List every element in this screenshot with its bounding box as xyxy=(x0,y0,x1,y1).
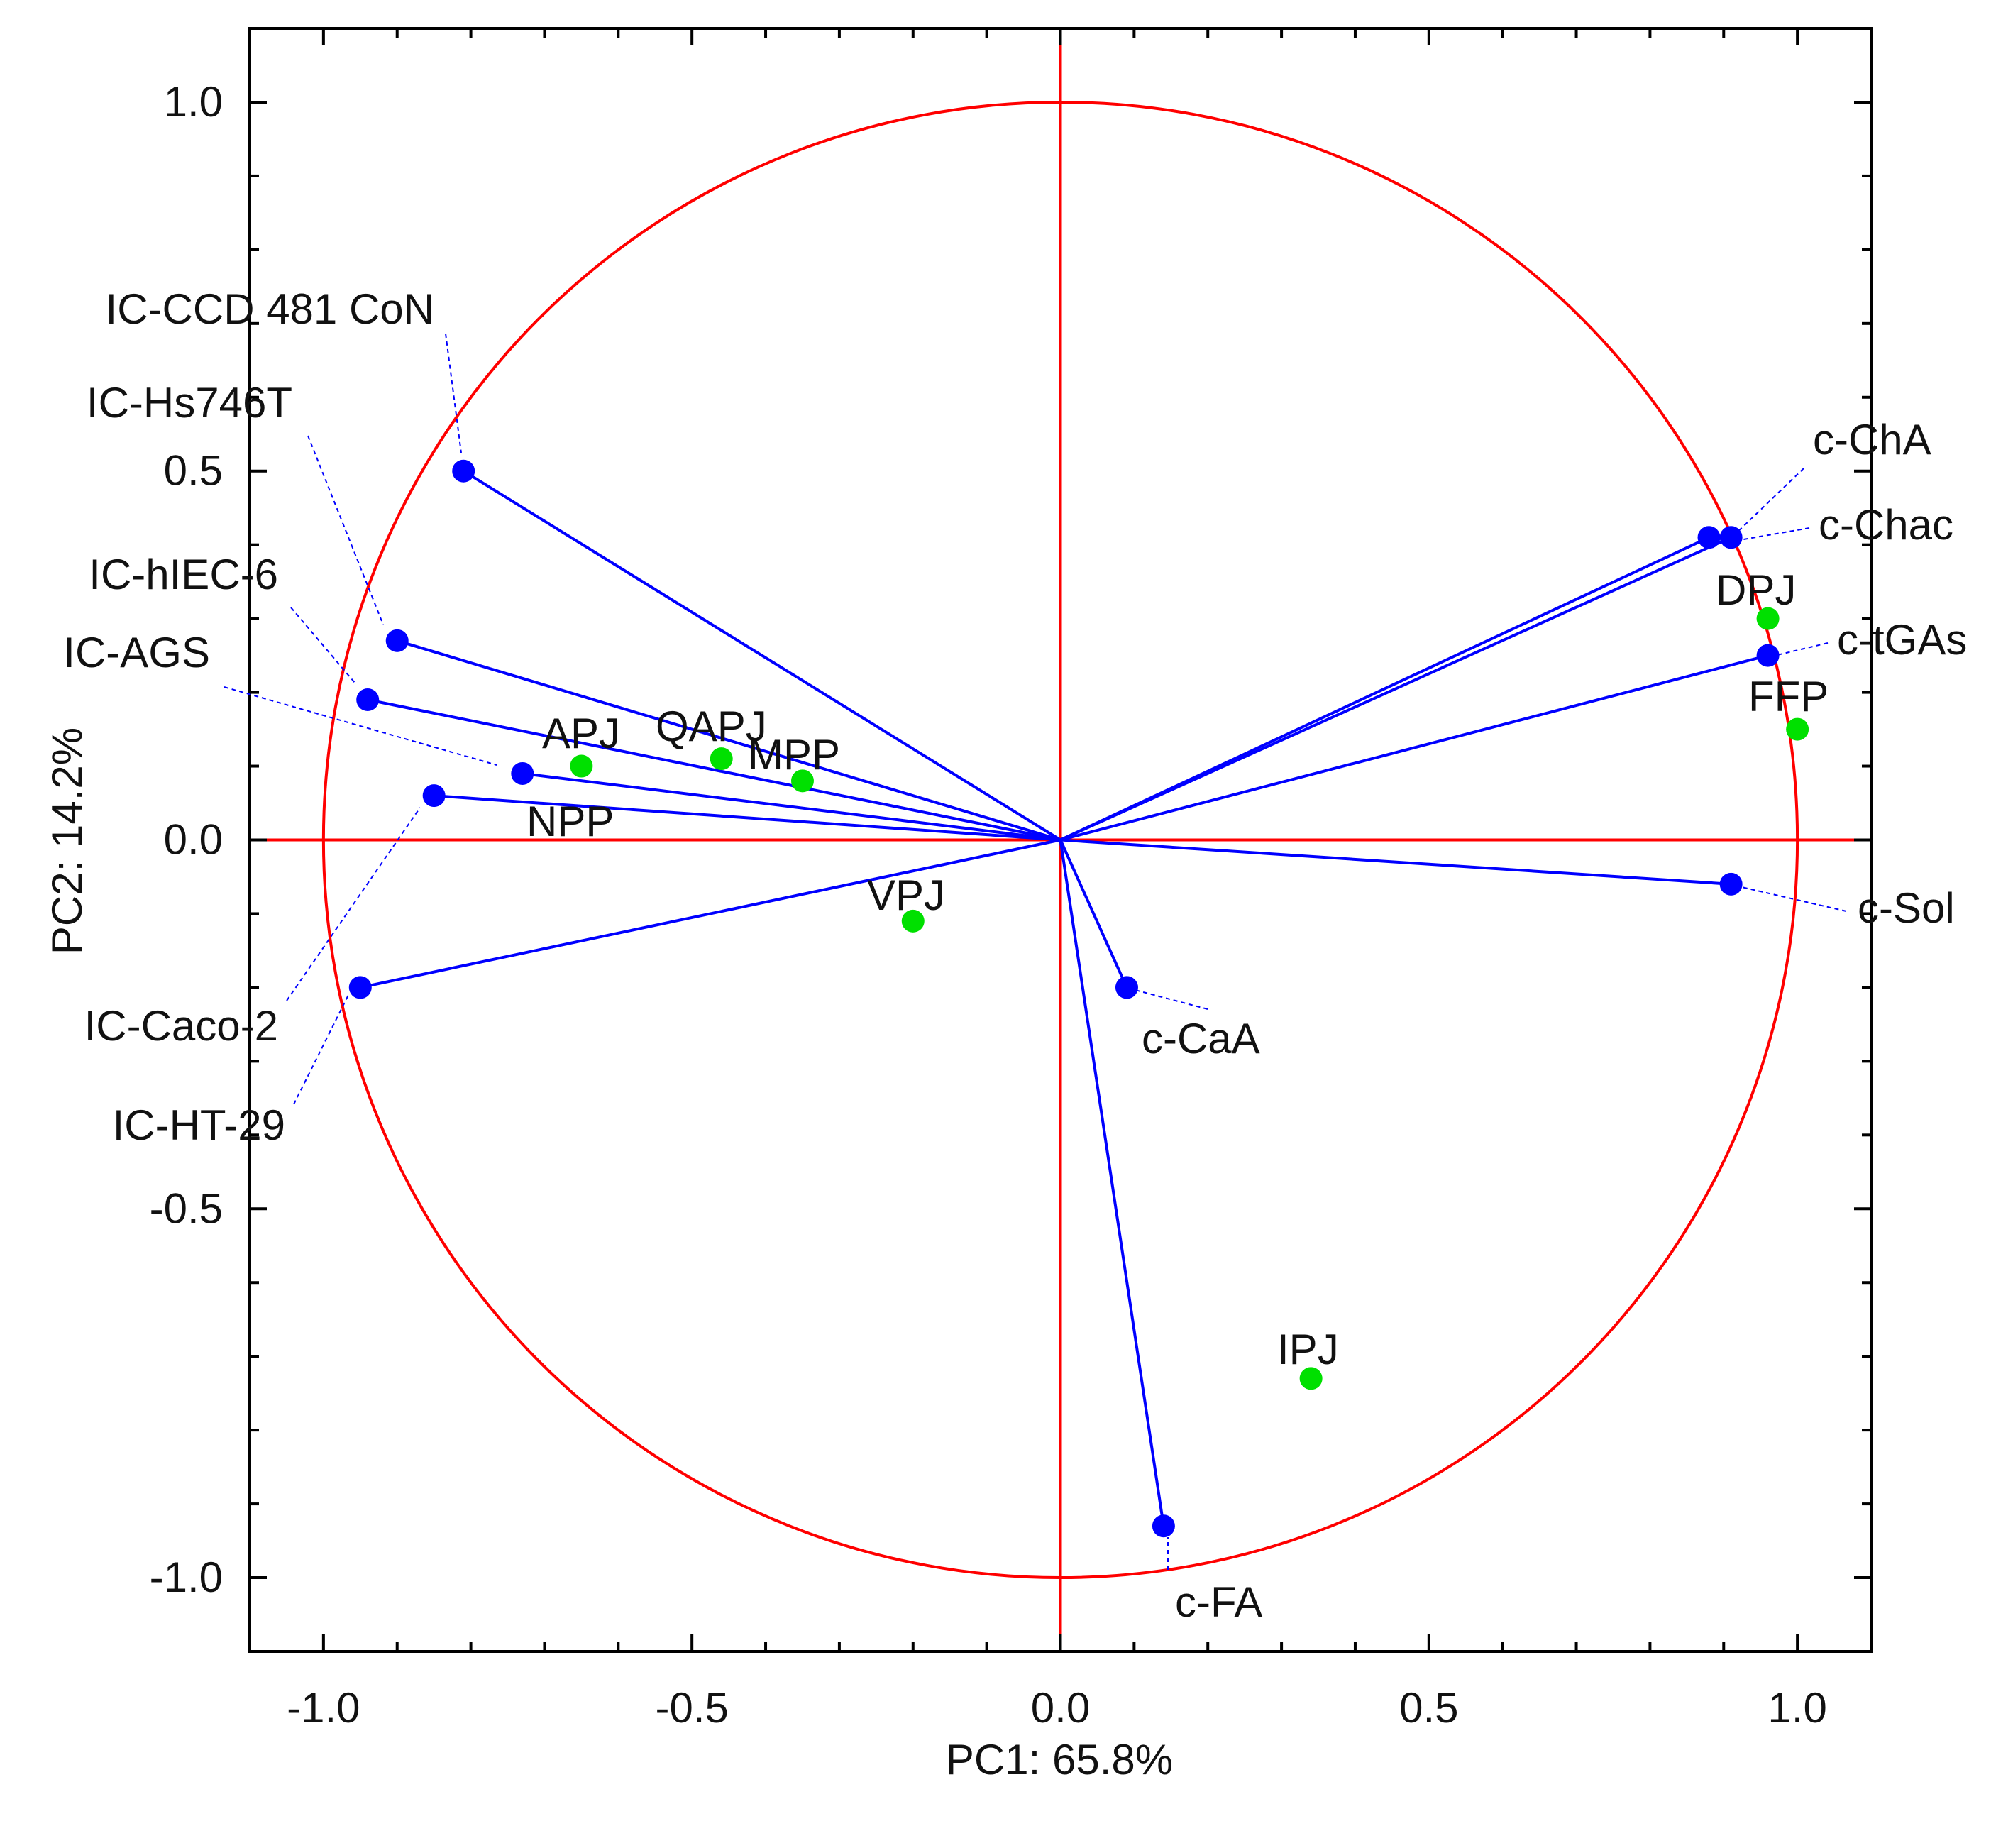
point-label-c-tgas: c-tGAs xyxy=(1837,616,1967,664)
vector-c-chac xyxy=(1059,536,1710,842)
leader-line-ic-hs746t xyxy=(307,435,384,625)
leader-line-ic-ccd-481-con xyxy=(445,333,462,453)
y-tick-label: 0.5 xyxy=(164,447,223,495)
vector-c-fa xyxy=(1059,840,1165,1527)
variable-point-ic-hiec-6 xyxy=(356,688,380,711)
sample-point-apj xyxy=(570,754,593,778)
x-tick-label: 1.0 xyxy=(1767,1684,1826,1732)
point-label-c-fa: c-FA xyxy=(1175,1578,1262,1626)
variable-point-c-chac xyxy=(1697,526,1721,549)
vector-ic-hiec-6 xyxy=(367,698,1061,842)
y-axis-title: PC2: 14.2% xyxy=(43,727,91,955)
x-tick-label: 0.0 xyxy=(1031,1684,1090,1732)
vector-ic-caco-2 xyxy=(434,794,1061,842)
variable-point-ic-ht-29 xyxy=(348,976,372,999)
leader-line-c-sol xyxy=(1735,885,1847,912)
point-label-ffp: FFP xyxy=(1748,673,1829,720)
vector-c-caa xyxy=(1059,839,1128,989)
point-label-ic-ht-29: IC-HT-29 xyxy=(113,1101,285,1149)
vector-ic-hs746t xyxy=(397,639,1061,842)
point-label-c-cha: c-ChA xyxy=(1813,416,1931,463)
point-label-ipj: IPJ xyxy=(1277,1326,1339,1373)
point-label-mpp: MPP xyxy=(748,731,840,779)
variable-point-c-fa xyxy=(1152,1514,1175,1538)
point-label-apj: APJ xyxy=(542,710,620,757)
y-tick-label: 0.0 xyxy=(164,816,223,864)
sample-point-ipj xyxy=(1299,1367,1323,1390)
x-tick-label: 0.5 xyxy=(1399,1684,1458,1732)
point-label-c-caa: c-CaA xyxy=(1142,1015,1260,1062)
y-tick-label: -1.0 xyxy=(150,1553,223,1601)
vectors-layer xyxy=(360,470,1769,1527)
sample-point-vpj xyxy=(901,909,925,933)
variable-point-ic-caco-2 xyxy=(422,784,446,808)
y-tick-label: 1.0 xyxy=(164,78,223,126)
point-label-ic-ccd-481-con: IC-CCD 481 CoN xyxy=(106,285,434,333)
leader-line-c-chac xyxy=(1735,527,1810,541)
variable-point-c-tgas xyxy=(1756,644,1780,667)
sample-point-dpj xyxy=(1756,607,1780,630)
point-label-qapj: QAPJ xyxy=(656,703,767,750)
variable-point-c-cha xyxy=(1719,526,1743,549)
point-label-ic-hiec-6: IC-hIEC-6 xyxy=(89,551,278,598)
vector-c-tgas xyxy=(1059,654,1769,842)
leader-line-c-caa xyxy=(1132,989,1208,1010)
leader-line-ic-caco-2 xyxy=(286,807,421,1001)
leader-line-ic-hiec-6 xyxy=(290,607,355,683)
vector-ic-ags xyxy=(522,771,1061,842)
leader-line-ic-ags xyxy=(224,686,497,766)
variable-point-ic-ags xyxy=(511,761,534,785)
point-label-ic-caco-2: IC-Caco-2 xyxy=(84,1002,278,1050)
labels-layer: IC-CCD 481 CoN IC-Hs746T IC-hIEC-6 IC-AGS IC… xyxy=(63,285,1967,1626)
ticks-layer: -1.0 -0.5 0.0 0.5 1.0 -1.0 -0.5 0.0 0.5 1.0 xyxy=(150,28,1871,1732)
sample-point-ffp xyxy=(1786,717,1809,741)
point-label-c-sol: c-Sol xyxy=(1858,884,1955,932)
vector-c-sol xyxy=(1060,838,1731,886)
leader-lines-layer xyxy=(224,333,1847,1570)
leader-line-c-cha xyxy=(1732,468,1804,537)
point-label-ic-hs746t: IC-Hs746T xyxy=(87,379,292,427)
leader-line-ic-ht-29 xyxy=(293,993,350,1105)
x-axis-title: PC1: 65.8% xyxy=(946,1736,1173,1783)
vector-c-cha xyxy=(1059,536,1732,842)
x-tick-label: -1.0 xyxy=(287,1684,360,1732)
variable-point-ic-ccd-481-con xyxy=(452,459,475,483)
sample-point-mpp xyxy=(790,769,814,793)
variable-point-c-caa xyxy=(1115,976,1138,999)
variable-point-ic-hs746t xyxy=(385,629,409,652)
annotation-npp: NPP xyxy=(526,798,614,845)
point-label-dpj: DPJ xyxy=(1716,566,1796,614)
points-layer xyxy=(348,459,1809,1538)
y-tick-label: -0.5 xyxy=(150,1184,223,1232)
point-label-vpj: VPJ xyxy=(867,871,945,919)
sample-point-qapj xyxy=(710,747,733,771)
vector-ic-ht-29 xyxy=(360,838,1061,989)
point-label-ic-ags: IC-AGS xyxy=(63,629,210,676)
vector-ic-ccd-481-con xyxy=(463,470,1061,842)
point-label-c-chac: c-Chac xyxy=(1819,501,1953,549)
variable-point-c-sol xyxy=(1719,872,1743,896)
x-tick-label: -0.5 xyxy=(655,1684,728,1732)
